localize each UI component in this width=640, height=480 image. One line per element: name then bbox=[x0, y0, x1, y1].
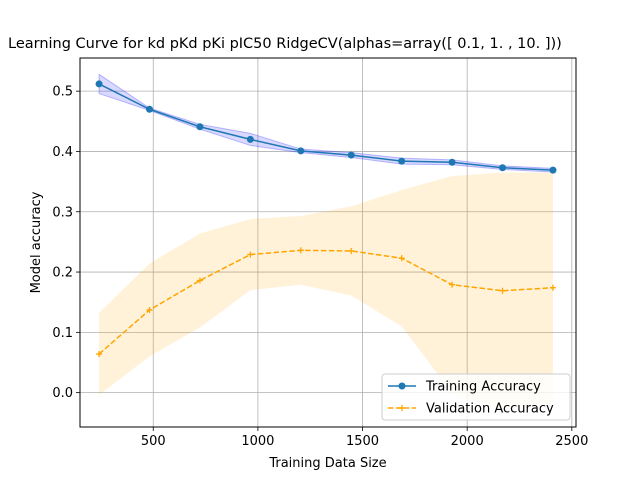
series-0-point bbox=[398, 157, 406, 165]
y-tick-label: 0.4 bbox=[52, 145, 73, 160]
x-tick-label: 2000 bbox=[451, 434, 484, 449]
series-line-1 bbox=[98, 249, 554, 355]
x-tick-label: 1000 bbox=[241, 434, 274, 449]
series-1-point bbox=[499, 287, 506, 294]
legend-box bbox=[381, 373, 571, 421]
series-0-point bbox=[95, 80, 103, 88]
y-tick-label: 0.5 bbox=[52, 85, 73, 100]
y-axis-label: Model accuracy bbox=[29, 191, 44, 293]
y-tick-label: 0.3 bbox=[52, 205, 73, 220]
legend: Training Accuracy Validation Accuracy bbox=[381, 373, 571, 421]
chart-title: Learning Curve for kd pKd pKi pIC50 Ridg… bbox=[8, 36, 562, 52]
series-0-point bbox=[448, 158, 456, 166]
series-1-point bbox=[549, 284, 556, 291]
series-1-point bbox=[96, 351, 103, 358]
series-1-point bbox=[196, 277, 203, 284]
series-1-point bbox=[449, 281, 456, 288]
legend-label-0: Training Accuracy bbox=[425, 380, 541, 395]
series-0-point bbox=[297, 147, 305, 155]
series-0-point bbox=[499, 164, 507, 172]
series-1-point bbox=[297, 247, 304, 254]
legend-label-1: Validation Accuracy bbox=[426, 402, 554, 417]
series-1-point bbox=[348, 247, 355, 254]
series-0-point bbox=[347, 151, 355, 159]
y-tick-label: 0.2 bbox=[52, 266, 73, 281]
series-0-point bbox=[549, 166, 557, 174]
legend-marker-0 bbox=[398, 382, 406, 390]
grid bbox=[80, 58, 576, 427]
x-tick-label: 2500 bbox=[555, 434, 588, 449]
band-1 bbox=[99, 172, 553, 409]
x-tick-label: 500 bbox=[141, 434, 166, 449]
series-0-point bbox=[196, 123, 204, 131]
y-tick-label: 0.0 bbox=[52, 386, 73, 401]
series-line-0 bbox=[98, 83, 554, 171]
series-0-point bbox=[246, 135, 254, 143]
series-1-point bbox=[146, 307, 153, 314]
series-1-point bbox=[247, 251, 254, 258]
confidence-bands bbox=[98, 73, 554, 409]
series-0-point bbox=[145, 105, 153, 113]
y-tick-label: 0.1 bbox=[52, 326, 73, 341]
series-1-point bbox=[398, 255, 405, 262]
x-tick-label: 1500 bbox=[346, 434, 379, 449]
x-axis-label: Training Data Size bbox=[268, 456, 386, 471]
series-lines bbox=[95, 80, 557, 358]
axis-ticks: 500 1000 1500 2000 2500 0.0 0.1 0.2 0.3 0.4 0.5 bbox=[52, 85, 588, 449]
plot-frame bbox=[79, 57, 577, 428]
band-0 bbox=[98, 73, 554, 173]
